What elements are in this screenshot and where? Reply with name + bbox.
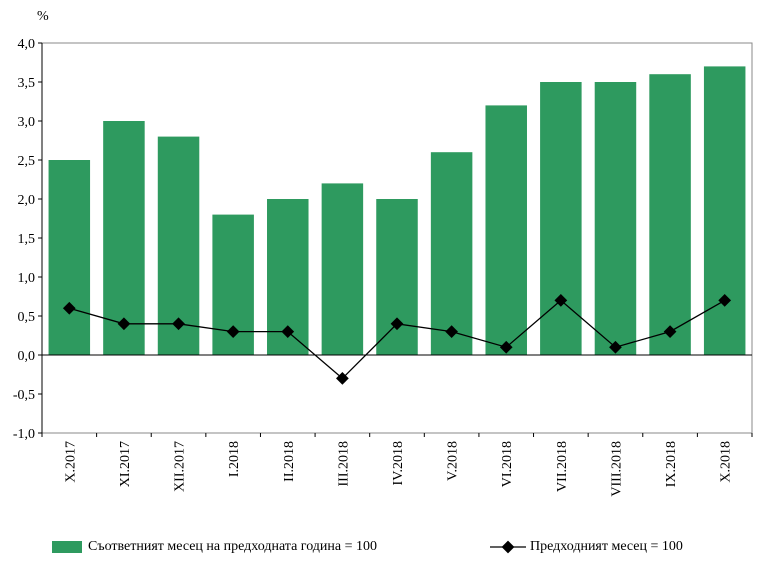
legend-line-label: Предходният месец = 100 <box>530 539 683 554</box>
line-point <box>172 317 185 331</box>
x-tick-label: XII.2017 <box>173 441 188 492</box>
line-point <box>336 372 349 385</box>
line-point <box>226 325 240 338</box>
bar <box>540 82 582 355</box>
y-tick-label: 1,5 <box>18 232 36 247</box>
legend-item-bars: Съответният месец на предходната година … <box>52 534 377 560</box>
x-tick-label: VIII.2018 <box>609 441 624 497</box>
x-tick-label: IV.2018 <box>391 441 406 485</box>
bar <box>485 105 527 356</box>
y-tick-label: 4,0 <box>18 37 36 52</box>
bar <box>103 121 145 355</box>
x-tick-label: IX.2018 <box>664 441 679 487</box>
bar <box>48 160 91 355</box>
y-tick-label: 2,0 <box>18 193 36 208</box>
y-tick-label: -0,5 <box>13 388 35 403</box>
legend-line-key <box>490 540 526 554</box>
bar <box>430 152 473 355</box>
bar <box>703 66 746 356</box>
y-unit-label: % <box>37 9 49 24</box>
line-point <box>499 340 513 354</box>
y-axis: -1,0 -0,5 0,0 0,5 1,0 1,5 2,0 2,5 3,0 3,5 4,0 <box>13 37 43 442</box>
x-tick-label: V.2018 <box>446 441 461 481</box>
bar <box>321 183 364 355</box>
y-tick-label: -1,0 <box>13 427 35 442</box>
x-tick-label: VI.2018 <box>500 441 515 487</box>
x-tick-label: XI.2017 <box>118 441 133 487</box>
line-point <box>117 317 131 331</box>
line-point <box>445 325 458 338</box>
y-tick-label: 1,0 <box>18 271 36 286</box>
bar <box>376 199 418 355</box>
bar <box>594 82 637 355</box>
y-tick-label: 0,0 <box>18 349 36 364</box>
legend-bar-swatch <box>52 541 82 553</box>
line-point <box>62 301 76 315</box>
legend-bar-label: Съответният месец на предходната година … <box>88 539 378 554</box>
x-tick-label: X.2017 <box>63 441 78 483</box>
y-tick-label: 0,5 <box>18 310 36 325</box>
x-tick-label: III.2018 <box>336 441 351 487</box>
y-tick-label: 3,0 <box>18 115 36 130</box>
x-tick-label: II.2018 <box>282 441 297 482</box>
legend: Съответният месец на предходната година … <box>0 534 768 560</box>
chart: % -1,0 -0,5 0,0 0,5 1,0 1,5 2,0 2,5 3,0 3,5 4,0 X.… <box>13 9 753 497</box>
x-tick-label: I.2018 <box>227 441 242 477</box>
line-point <box>390 317 404 331</box>
legend-item-line: Предходният месец = 100 <box>490 534 683 560</box>
line-point <box>281 325 295 338</box>
x-tick-label: X.2018 <box>719 441 734 483</box>
x-tick-label: VII.2018 <box>555 441 570 492</box>
y-tick-label: 2,5 <box>18 154 36 169</box>
y-tick-label: 3,5 <box>18 76 36 91</box>
x-axis: X.2017 XI.2017 XII.2017 I.2018 II.2018 III.20… <box>41 433 753 497</box>
bar-series <box>48 66 746 356</box>
bar <box>649 74 691 355</box>
